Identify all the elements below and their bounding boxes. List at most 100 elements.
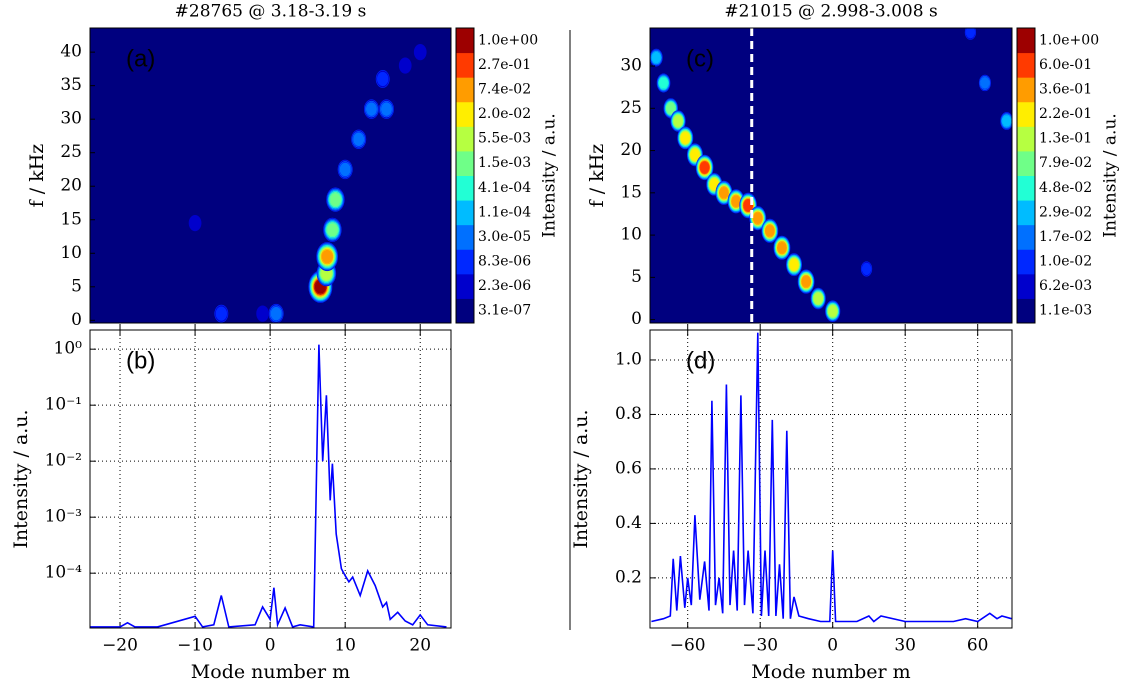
plot-frame bbox=[649, 329, 1013, 629]
contour-blob bbox=[650, 48, 663, 67]
y-tick-label: 10 bbox=[620, 225, 642, 245]
contour-ring bbox=[731, 195, 741, 208]
colorbar-frame bbox=[1016, 27, 1036, 324]
y-tick-label: 0.6 bbox=[615, 458, 642, 478]
contour-blob bbox=[825, 300, 841, 322]
contour-blob bbox=[797, 269, 815, 294]
contour-ring bbox=[700, 161, 710, 174]
y-tick-label: 20 bbox=[60, 176, 82, 196]
contour-ring bbox=[215, 306, 228, 321]
x-tick-label: 20 bbox=[409, 636, 431, 656]
colorbar-tick-label: 1.0e+00 bbox=[1039, 32, 1099, 48]
colorbar-band bbox=[456, 249, 474, 275]
contour-ring bbox=[980, 77, 990, 89]
panel-label: (d) bbox=[686, 347, 715, 374]
colorbar-band bbox=[456, 175, 474, 201]
colorbar-band bbox=[1017, 52, 1035, 78]
colorbar-band bbox=[456, 224, 474, 250]
contour-blob bbox=[413, 44, 427, 61]
contour-blob bbox=[323, 217, 342, 242]
contour-blob bbox=[656, 73, 671, 93]
colorbar-band bbox=[1017, 28, 1035, 54]
colorbar: 1.1e-03 6.2e-03 1.0e-02 1.7e-02 2.9e-02 4.8e-… bbox=[1016, 27, 1099, 324]
contour-blob bbox=[316, 242, 339, 272]
colorbar-tick-label: 5.5e-03 bbox=[478, 131, 531, 147]
panel-label: (b) bbox=[126, 347, 155, 374]
contour-ring bbox=[188, 215, 202, 232]
y-axis-label: f / kHz bbox=[586, 144, 608, 208]
colorbar-tick-label: 1.3e-01 bbox=[1039, 131, 1092, 147]
contour-blob bbox=[706, 172, 723, 196]
contour-blob bbox=[378, 99, 394, 119]
colorbar: 3.1e-07 2.3e-06 8.3e-06 3.0e-05 1.1e-04 4.1e-… bbox=[455, 27, 538, 324]
contour-blob bbox=[375, 70, 390, 88]
contour-ring bbox=[327, 223, 338, 237]
chart-title: #21015 @ 2.998-3.008 s bbox=[724, 2, 937, 22]
colorbar-band bbox=[1017, 101, 1035, 127]
y-tick-label: 10⁰ bbox=[54, 339, 83, 359]
contour-blob bbox=[256, 305, 269, 322]
colorbar-tick-label: 6.0e-01 bbox=[1039, 57, 1092, 73]
plot-frame bbox=[649, 27, 1013, 324]
plot-frame bbox=[89, 27, 452, 324]
contour-ring bbox=[719, 187, 729, 199]
colorbar-tick-label: 3.0e-05 bbox=[478, 229, 531, 245]
colorbar-band bbox=[1017, 77, 1035, 103]
y-tick-label: 10⁻¹ bbox=[45, 395, 82, 415]
colorbar-tick-label: 3.6e-01 bbox=[1039, 81, 1092, 97]
y-tick-label: 30 bbox=[60, 109, 82, 129]
plot-background bbox=[90, 28, 451, 323]
contour-blob bbox=[363, 99, 379, 119]
colorbar-band bbox=[456, 77, 474, 103]
contour-ring bbox=[965, 28, 976, 39]
colorbar-band bbox=[456, 52, 474, 78]
colorbar-band bbox=[1017, 175, 1035, 201]
contour-field bbox=[650, 28, 1012, 322]
x-axis-label: Mode number m bbox=[751, 661, 910, 683]
y-axis-label: Intensity / a.u. bbox=[570, 409, 592, 548]
colorbar-tick-label: 6.2e-03 bbox=[1039, 278, 1092, 294]
colorbar-tick-label: 7.4e-02 bbox=[478, 81, 531, 97]
x-tick-label: 60 bbox=[967, 636, 989, 656]
y-axis-label: Intensity / a.u. bbox=[10, 409, 32, 548]
contour-ring bbox=[659, 77, 668, 89]
x-tick-label: 10 bbox=[334, 636, 356, 656]
contour-ring bbox=[377, 71, 389, 87]
chart-title: #28765 @ 3.18-3.19 s bbox=[175, 2, 367, 22]
contour-blob bbox=[695, 154, 714, 181]
contour-ring bbox=[743, 199, 753, 212]
colorbar-band bbox=[456, 273, 474, 299]
colorbar-band bbox=[456, 126, 474, 152]
y-tick-label: 0 bbox=[71, 310, 82, 330]
colorbar-band bbox=[1017, 298, 1035, 324]
contour-ring bbox=[1002, 115, 1012, 127]
contour-blob bbox=[761, 218, 779, 243]
contour-blob bbox=[214, 304, 229, 323]
contour-ring bbox=[270, 306, 282, 321]
colorbar-tick-label: 2.2e-01 bbox=[1039, 106, 1092, 122]
contour-ring bbox=[753, 212, 763, 224]
colorbar-tick-label: 1.1e-04 bbox=[478, 204, 531, 220]
colorbar-tick-label: 1.0e-02 bbox=[1039, 254, 1092, 270]
contour-ring bbox=[690, 149, 700, 161]
contour-ring bbox=[321, 249, 333, 264]
colorbar-band bbox=[1017, 150, 1035, 176]
y-tick-label: 30 bbox=[620, 56, 642, 76]
colorbar-tick-label: 7.9e-02 bbox=[1039, 155, 1092, 171]
x-tick-label: −60 bbox=[670, 636, 706, 656]
x-tick-label: −20 bbox=[102, 636, 138, 656]
y-tick-label: 25 bbox=[60, 142, 82, 162]
contour-ring bbox=[666, 102, 676, 114]
x-tick-label: 0 bbox=[827, 636, 838, 656]
contour-blob bbox=[978, 74, 991, 92]
contour-ring bbox=[381, 102, 392, 116]
contour-ring bbox=[366, 102, 377, 116]
colorbar-tick-label: 2.0e-02 bbox=[478, 106, 531, 122]
contour-ring bbox=[673, 115, 683, 127]
contour-field bbox=[188, 44, 427, 323]
y-tick-label: 5 bbox=[71, 276, 82, 296]
colorbar-tick-label: 2.3e-06 bbox=[478, 278, 531, 294]
contour-ring bbox=[765, 225, 775, 237]
colorbar-tick-label: 1.0e+00 bbox=[478, 32, 538, 48]
